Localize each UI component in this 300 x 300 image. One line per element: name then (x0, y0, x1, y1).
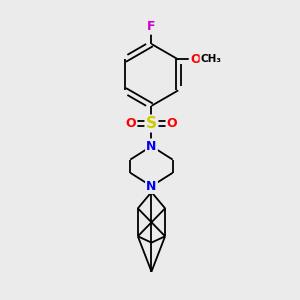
Text: CH₃: CH₃ (201, 55, 222, 64)
Text: N: N (146, 180, 157, 193)
Text: F: F (147, 20, 156, 33)
Text: S: S (146, 116, 157, 131)
Text: O: O (190, 53, 201, 66)
Text: N: N (146, 140, 157, 153)
Text: O: O (125, 117, 136, 130)
Text: O: O (167, 117, 177, 130)
